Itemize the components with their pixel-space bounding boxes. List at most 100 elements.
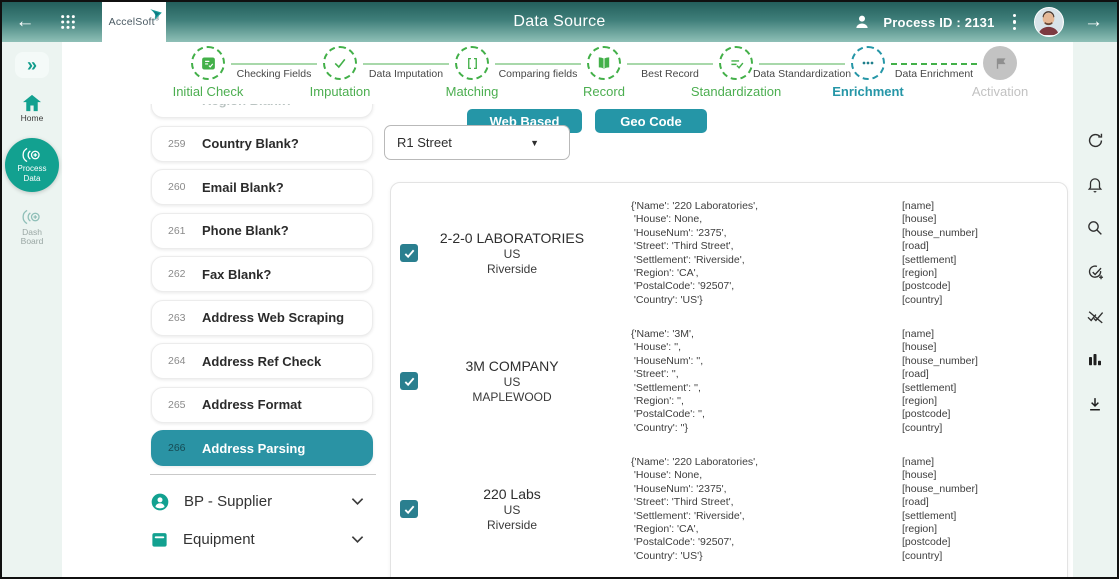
- company-city: Riverside: [486, 262, 537, 276]
- check-icon: [334, 58, 346, 69]
- user-avatar[interactable]: [1034, 7, 1064, 37]
- dashboard-icon: [22, 209, 40, 224]
- check-number: 263: [168, 311, 186, 324]
- checklist-icon: [201, 57, 215, 69]
- step-imputation[interactable]: Imputation: [310, 46, 370, 99]
- group-equipment[interactable]: Equipment: [150, 521, 372, 559]
- group-bp-supplier[interactable]: BP - Supplier: [150, 483, 372, 521]
- dropdown-caret-icon: ▼: [530, 137, 539, 148]
- check-item-261[interactable]: 261 Phone Blank?: [151, 212, 373, 249]
- check-item-265[interactable]: 265 Address Format: [151, 386, 373, 423]
- check-item-partial[interactable]: Region Blank?: [151, 104, 373, 118]
- parsed-results-card: 2-2-0 LABORATORIES US Riverside {'Name':…: [390, 182, 1068, 577]
- list-divider: [150, 473, 376, 475]
- step-label: Standardization: [690, 84, 782, 99]
- connector-best-record: Best Record: [622, 46, 718, 80]
- left-nav-rail: » Home Process Data Dash Board: [2, 42, 62, 577]
- step-label: Record: [583, 84, 625, 99]
- check-label: Address Ref Check: [202, 353, 322, 369]
- list-check-icon: [730, 59, 743, 69]
- notifications-bell-icon[interactable]: [1086, 174, 1104, 194]
- apps-grid-icon[interactable]: [48, 14, 88, 30]
- check-item-259[interactable]: 259 Country Blank?: [151, 125, 373, 162]
- ellipsis-icon: [862, 61, 874, 65]
- check-label: Address Web Scraping: [202, 310, 345, 325]
- step-label: Enrichment: [832, 84, 904, 99]
- row-checkbox-checked[interactable]: [400, 244, 418, 262]
- forward-arrow-icon[interactable]: →: [1084, 11, 1103, 32]
- connector-data-enrichment: Data Enrichment: [886, 46, 982, 80]
- group-label: Equipment: [183, 531, 255, 548]
- parsed-address-json: {'Name': '3M', 'House': '', 'HouseNum': …: [631, 328, 705, 434]
- nav-dashboard[interactable]: Dash Board: [12, 208, 52, 247]
- logo-text: AccelSoft: [108, 16, 155, 28]
- search-icon[interactable]: [1086, 218, 1104, 238]
- double-check-off-icon[interactable]: [1086, 306, 1105, 326]
- step-record[interactable]: Record: [583, 46, 625, 99]
- check-item-262[interactable]: 262 Fax Blank?: [151, 256, 373, 292]
- nav-home[interactable]: Home: [12, 94, 52, 124]
- parsed-field-tags: [name] [house] [house_number] [road] [se…: [902, 328, 978, 434]
- row-checkbox-checked[interactable]: [400, 372, 418, 390]
- check-item-264[interactable]: 264 Address Ref Check: [151, 343, 373, 379]
- step-standardization[interactable]: Standardization: [691, 46, 781, 99]
- company-name: 3M COMPANY: [465, 358, 559, 374]
- nav-process-data[interactable]: Process Data: [5, 137, 59, 192]
- check-item-263[interactable]: 263 Address Web Scraping: [151, 299, 373, 336]
- table-row: 2-2-0 LABORATORIES US Riverside {'Name':…: [391, 189, 1067, 317]
- check-label: Address Format: [202, 397, 302, 412]
- check-item-266-selected[interactable]: 266 Address Parsing: [151, 430, 373, 466]
- process-data-icon: [22, 147, 40, 163]
- chevron-down-icon: [351, 536, 364, 544]
- parsed-field-tags: [name] [house] [house_number] [road] [se…: [902, 456, 978, 562]
- company-info: 2-2-0 LABORATORIES US Riverside: [427, 189, 597, 317]
- check-number: 264: [168, 355, 186, 367]
- user-icon: [856, 15, 869, 28]
- nav-dashboard-label: Dash Board: [20, 226, 44, 246]
- connector-data-standardization: Data Standardization: [753, 46, 851, 80]
- home-icon: [23, 94, 41, 112]
- nav-process-data-label: Process Data: [17, 164, 47, 183]
- connector-checking-fields: Checking Fields: [226, 46, 322, 80]
- company-info: 220 Labs US Riverside: [427, 445, 597, 573]
- check-item-260[interactable]: 260 Email Blank?: [151, 169, 373, 205]
- company-city: Riverside: [486, 518, 537, 532]
- step-label: Activation: [971, 84, 1029, 99]
- right-tool-rail: [1073, 42, 1117, 577]
- parsed-field-tags: [name] [house] [house_number] [road] [se…: [902, 200, 978, 306]
- check-number: 262: [168, 268, 186, 280]
- nav-home-label: Home: [20, 113, 44, 123]
- company-name: 2-2-0 LABORATORIES: [439, 230, 585, 246]
- step-label: Initial Check: [172, 84, 244, 99]
- kebab-menu-icon[interactable]: [1007, 10, 1023, 35]
- check-number: 266: [168, 442, 186, 454]
- street-field-dropdown[interactable]: R1 Street ▼: [384, 125, 570, 160]
- company-info: 3M COMPANY US MAPLEWOOD: [427, 317, 597, 445]
- task-check-icon[interactable]: [1086, 262, 1105, 282]
- check-number: 265: [168, 398, 186, 411]
- step-matching[interactable]: Matching: [446, 46, 498, 99]
- connector-comparing-fields: Comparing fields: [490, 46, 586, 80]
- parsed-address-json: {'Name': '220 Laboratories', 'House': No…: [631, 200, 759, 306]
- process-stepper: Initial Check Checking Fields Imputation…: [173, 46, 1028, 99]
- back-arrow-icon[interactable]: ←: [15, 11, 35, 32]
- step-label: Matching: [445, 84, 499, 99]
- flag-icon: [996, 57, 1006, 69]
- analytics-bar-chart-icon[interactable]: [1086, 350, 1104, 370]
- connector-data-imputation: Data Imputation: [358, 46, 454, 80]
- refresh-icon[interactable]: [1086, 130, 1105, 150]
- logo-reg-mark: ®: [154, 16, 160, 23]
- download-icon[interactable]: [1086, 394, 1104, 414]
- check-label: Phone Blank?: [202, 223, 289, 238]
- check-label: Country Blank?: [202, 136, 299, 151]
- step-enrichment[interactable]: Enrichment: [832, 46, 904, 99]
- expand-sidebar-icon[interactable]: »: [15, 52, 49, 78]
- table-row: 3M COMPANY US MAPLEWOOD {'Name': '3M', '…: [391, 317, 1067, 445]
- check-number: 261: [168, 224, 186, 237]
- check-label: Fax Blank?: [202, 266, 272, 282]
- accelsoft-logo[interactable]: AccelSoft®: [102, 2, 166, 42]
- row-checkbox-checked[interactable]: [400, 500, 418, 518]
- step-initial-check[interactable]: Initial Check: [173, 46, 243, 99]
- geo-code-button[interactable]: Geo Code: [595, 109, 707, 133]
